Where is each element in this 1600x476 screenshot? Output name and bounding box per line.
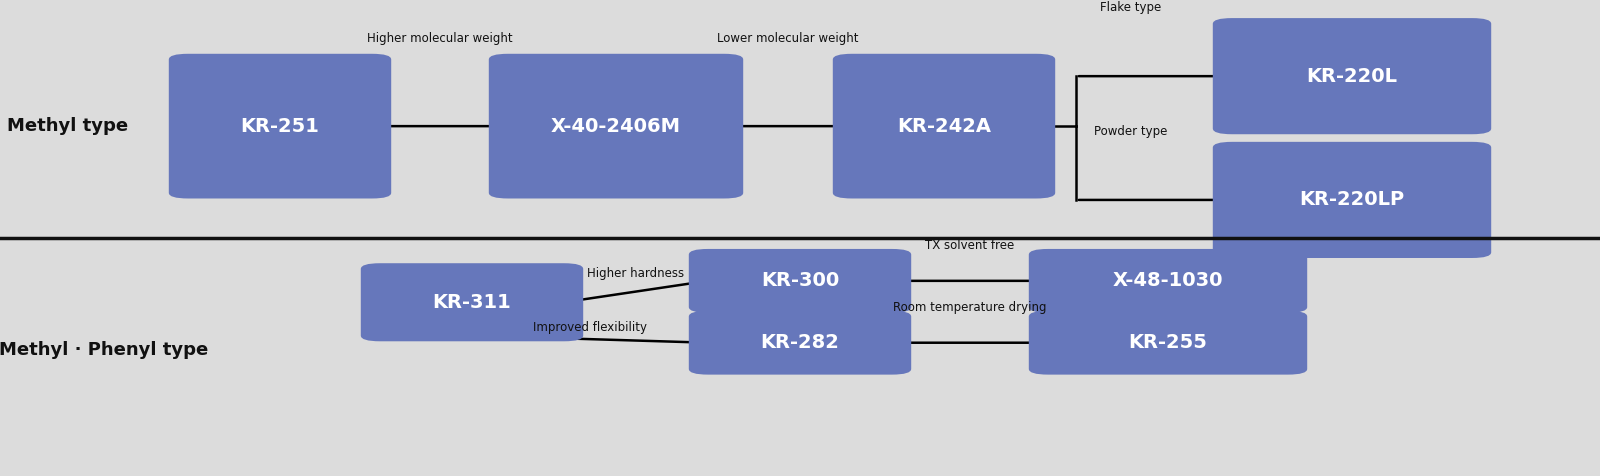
Text: KR-255: KR-255 [1128,333,1208,352]
Text: TX solvent free: TX solvent free [925,239,1014,252]
Text: Lower molecular weight: Lower molecular weight [717,32,859,45]
Text: KR-300: KR-300 [762,271,838,290]
Text: Methyl · Phenyl type: Methyl · Phenyl type [0,341,208,359]
FancyBboxPatch shape [1213,18,1491,134]
Text: KR-282: KR-282 [760,333,840,352]
Text: Higher hardness: Higher hardness [587,267,685,280]
Text: Flake type: Flake type [1099,1,1162,14]
Text: KR-311: KR-311 [432,293,512,312]
FancyBboxPatch shape [688,311,912,375]
FancyBboxPatch shape [1029,249,1307,313]
FancyBboxPatch shape [360,263,582,341]
Text: KR-242A: KR-242A [898,117,990,136]
FancyBboxPatch shape [170,54,390,198]
Text: Powder type: Powder type [1094,125,1168,138]
Text: Room temperature drying: Room temperature drying [893,301,1046,314]
Text: X-40-2406M: X-40-2406M [550,117,682,136]
Text: Improved flexibility: Improved flexibility [533,321,646,335]
Text: KR-251: KR-251 [240,117,320,136]
FancyBboxPatch shape [490,54,742,198]
Text: Methyl type: Methyl type [6,117,128,135]
Text: KR-220L: KR-220L [1307,67,1397,86]
Text: X-48-1030: X-48-1030 [1112,271,1224,290]
FancyBboxPatch shape [1029,311,1307,375]
FancyBboxPatch shape [688,249,912,313]
Text: KR-220LP: KR-220LP [1299,190,1405,209]
Text: Higher molecular weight: Higher molecular weight [366,32,514,45]
FancyBboxPatch shape [832,54,1056,198]
FancyBboxPatch shape [1213,142,1491,258]
